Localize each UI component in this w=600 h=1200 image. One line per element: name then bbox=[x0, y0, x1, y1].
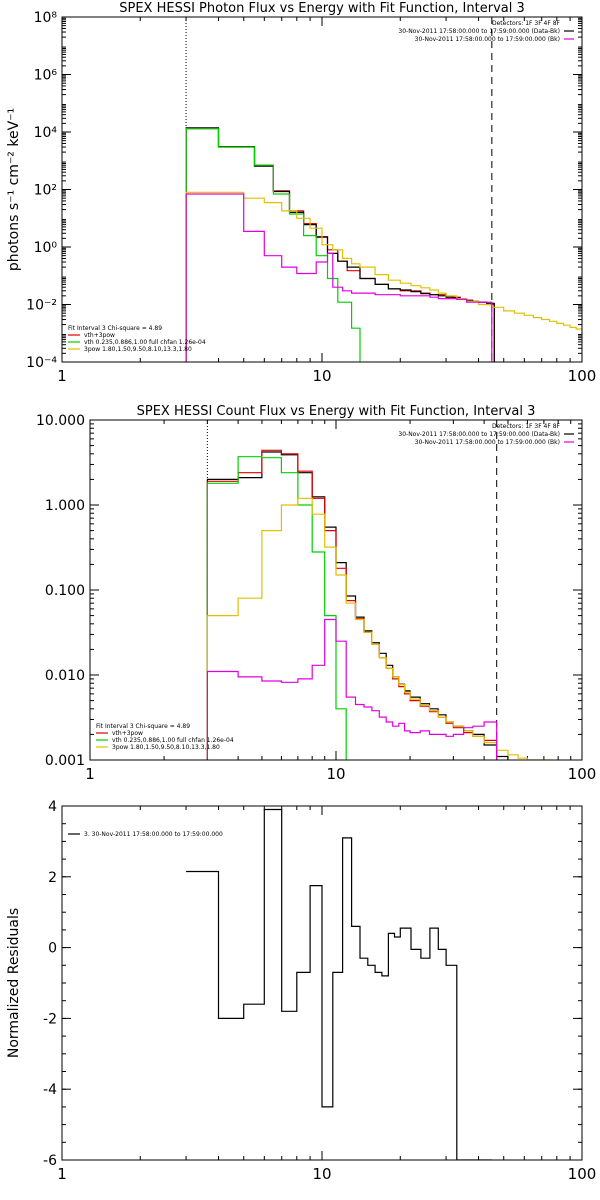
chart-title: SPEX HESSI Count Flux vs Energy with Fit… bbox=[137, 404, 536, 419]
chart-panel-3: 1 10 100 -6 -4 -2 0 2 4 Normalized Residuals 3. 30… bbox=[6, 799, 596, 1183]
chart-title: SPEX HESSI Photon Flux vs Energy with Fi… bbox=[119, 1, 525, 16]
series-red-histogram bbox=[206, 449, 498, 760]
y-tick-label: -2 bbox=[43, 1011, 57, 1027]
x-tick-label: 100 bbox=[568, 765, 597, 783]
chart-panel-1: 1 10 100 10⁻⁴ 10⁻² 10⁰ 10² 10⁴ 10⁶ 10⁸ SPEX HESSI … bbox=[6, 1, 596, 385]
series-red-histogram bbox=[185, 128, 495, 362]
series-green-histogram bbox=[206, 456, 347, 760]
y-axis-label: photons s⁻¹ cm⁻² keV⁻¹ bbox=[6, 108, 22, 271]
series-magenta-histogram bbox=[185, 193, 493, 362]
plot-frame bbox=[89, 419, 583, 761]
x-tick-label: 10 bbox=[312, 1165, 331, 1183]
detector-legend-line: 30-Nov-2011 17:58:00.000 to 17:59:00.000… bbox=[415, 439, 560, 446]
detector-legend-line: 30-Nov-2011 17:58:00.000 to 17:59:00.000… bbox=[398, 431, 560, 438]
chart-panel-2: 1 10 100 0.001 0.010 0.100 1.000 10.000 SPEX HES… bbox=[36, 404, 596, 783]
y-tick-label: -6 bbox=[43, 1153, 57, 1169]
series-black-histogram bbox=[186, 808, 492, 1160]
plot-frame bbox=[61, 805, 583, 1161]
y-tick-label: 10.000 bbox=[36, 413, 85, 429]
y-tick-label: 10⁸ bbox=[34, 10, 58, 26]
x-tick-label: 100 bbox=[568, 367, 597, 385]
y-axis-label: Normalized Residuals bbox=[6, 908, 22, 1058]
detector-legend-line: Detectors: 1F 3F 4F 8F bbox=[492, 20, 561, 27]
fit-legend-line: vth 0.235,0.886,1.00 full chfan 1.26e-04 bbox=[112, 737, 234, 744]
y-tick-label: 10⁰ bbox=[34, 240, 58, 256]
x-tick-label: 1 bbox=[57, 367, 67, 385]
series-magenta-histogram bbox=[206, 618, 498, 760]
detector-legend-line: Detectors: 1F 3F 4F 8F bbox=[492, 423, 561, 430]
detector-legend-line: 30-Nov-2011 17:58:00.000 to 17:59:00.000… bbox=[398, 28, 560, 35]
y-tick-label: 0 bbox=[48, 941, 57, 957]
x-tick-label: 100 bbox=[568, 1165, 597, 1183]
detector-legend-line: 30-Nov-2011 17:58:00.000 to 17:59:00.000… bbox=[415, 36, 560, 43]
y-tick-label: 0.001 bbox=[45, 753, 85, 769]
series-green-histogram bbox=[185, 128, 361, 362]
fit-legend-line: vth+3pow bbox=[112, 730, 143, 737]
fit-legend-line: Fit Interval 3 Chi-square = 4.89 bbox=[68, 325, 162, 332]
y-tick-label: 1.000 bbox=[45, 498, 85, 514]
fit-legend-line: 3pow 1.80,1.50,9.50,8.10,13.3,1.80 bbox=[84, 346, 192, 353]
y-tick-label: 0.100 bbox=[45, 583, 85, 599]
y-tick-label: 10⁻² bbox=[26, 298, 57, 314]
series-yellow-histogram bbox=[206, 497, 552, 760]
y-tick-label: 0.010 bbox=[45, 668, 85, 684]
series-yellow-histogram bbox=[185, 191, 582, 362]
plot-frame bbox=[61, 16, 583, 363]
series-black-histogram bbox=[206, 451, 509, 760]
x-tick-label: 10 bbox=[326, 765, 345, 783]
y-tick-label: 10⁻⁴ bbox=[26, 355, 57, 371]
y-tick-label: 10⁶ bbox=[34, 68, 58, 84]
fit-legend-line: Fit Interval 3 Chi-square = 4.89 bbox=[96, 723, 190, 730]
y-tick-label: 4 bbox=[48, 799, 57, 815]
x-tick-label: 10 bbox=[312, 367, 331, 385]
y-tick-label: 10² bbox=[34, 183, 57, 199]
x-tick-label: 1 bbox=[57, 1165, 67, 1183]
fit-legend-line: 3pow 1.80,1.50,9.50,8.10,13.3,1.80 bbox=[112, 744, 220, 751]
series-black-histogram bbox=[185, 127, 495, 362]
y-tick-label: 2 bbox=[48, 870, 57, 886]
fit-legend-line: vth+3pow bbox=[84, 332, 115, 339]
y-tick-label: -4 bbox=[43, 1082, 57, 1098]
fit-legend-line: vth 0.235,0.886,1.00 full chfan 1.26e-04 bbox=[84, 339, 206, 346]
x-tick-label: 1 bbox=[85, 765, 95, 783]
y-tick-label: 10⁴ bbox=[34, 125, 58, 141]
residual-legend-line: 3. 30-Nov-2011 17:58:00.000 to 17:59:00.… bbox=[84, 831, 223, 838]
